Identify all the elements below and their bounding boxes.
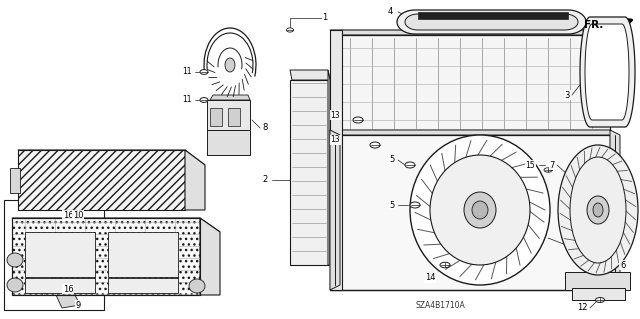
- Ellipse shape: [28, 246, 56, 284]
- Bar: [108, 232, 178, 277]
- Ellipse shape: [370, 142, 380, 148]
- Polygon shape: [12, 218, 200, 295]
- Bar: [4, 200, 104, 310]
- Ellipse shape: [595, 298, 605, 302]
- Ellipse shape: [35, 256, 49, 274]
- Bar: [290, 80, 328, 265]
- Ellipse shape: [430, 155, 530, 265]
- Polygon shape: [397, 10, 586, 34]
- Text: 11: 11: [182, 68, 192, 77]
- Ellipse shape: [558, 145, 638, 275]
- Text: 4: 4: [387, 8, 392, 17]
- Bar: [340, 35, 610, 130]
- Text: 9: 9: [76, 300, 81, 309]
- Ellipse shape: [189, 279, 205, 293]
- Bar: [228, 108, 240, 126]
- Ellipse shape: [544, 168, 552, 172]
- Text: 3: 3: [564, 91, 570, 100]
- Bar: [58, 285, 66, 295]
- Polygon shape: [200, 218, 220, 295]
- Polygon shape: [56, 240, 75, 295]
- Polygon shape: [585, 24, 629, 120]
- Text: 10: 10: [73, 211, 83, 219]
- Text: 1: 1: [323, 13, 328, 23]
- Ellipse shape: [200, 70, 208, 74]
- Bar: [210, 108, 222, 126]
- Ellipse shape: [464, 192, 496, 228]
- Text: 2: 2: [262, 175, 268, 184]
- Ellipse shape: [7, 278, 23, 292]
- Text: 12: 12: [577, 303, 588, 313]
- Polygon shape: [185, 150, 205, 210]
- Polygon shape: [18, 150, 205, 165]
- Bar: [330, 30, 342, 290]
- Polygon shape: [330, 130, 615, 135]
- Text: 15: 15: [525, 160, 535, 169]
- Text: 13: 13: [330, 136, 340, 145]
- Polygon shape: [18, 150, 185, 210]
- Ellipse shape: [20, 235, 64, 295]
- Ellipse shape: [200, 98, 208, 102]
- Ellipse shape: [570, 157, 626, 263]
- Ellipse shape: [410, 135, 550, 285]
- Text: FR.: FR.: [584, 20, 603, 30]
- Polygon shape: [330, 130, 340, 290]
- Text: 11: 11: [182, 95, 192, 105]
- Text: 5: 5: [390, 155, 395, 165]
- Polygon shape: [207, 130, 250, 155]
- Polygon shape: [610, 130, 620, 290]
- Polygon shape: [56, 240, 80, 255]
- Text: 5: 5: [390, 201, 395, 210]
- Polygon shape: [405, 14, 578, 30]
- Text: 13: 13: [330, 110, 340, 120]
- Text: 8: 8: [262, 123, 268, 132]
- Ellipse shape: [287, 28, 294, 32]
- Ellipse shape: [440, 262, 450, 268]
- Polygon shape: [290, 70, 330, 80]
- Bar: [58, 257, 66, 267]
- Text: 16: 16: [63, 285, 74, 293]
- Polygon shape: [565, 272, 630, 290]
- Polygon shape: [210, 95, 250, 100]
- Text: 6: 6: [620, 261, 625, 270]
- Polygon shape: [330, 30, 610, 35]
- Bar: [418, 12, 568, 19]
- Bar: [25, 232, 95, 277]
- Polygon shape: [12, 218, 220, 232]
- Polygon shape: [580, 17, 635, 127]
- Ellipse shape: [472, 201, 488, 219]
- Ellipse shape: [405, 162, 415, 168]
- Polygon shape: [328, 70, 330, 265]
- Ellipse shape: [587, 196, 609, 224]
- Polygon shape: [207, 100, 250, 130]
- Bar: [330, 135, 610, 290]
- Bar: [25, 278, 95, 293]
- Ellipse shape: [593, 203, 603, 217]
- Text: 16: 16: [63, 211, 74, 219]
- Text: 7: 7: [550, 160, 555, 169]
- Polygon shape: [572, 288, 625, 300]
- Ellipse shape: [7, 253, 23, 267]
- Ellipse shape: [225, 58, 235, 72]
- Text: SZA4B1710A: SZA4B1710A: [415, 300, 465, 309]
- Ellipse shape: [410, 202, 420, 208]
- Ellipse shape: [353, 117, 363, 123]
- Bar: [108, 278, 178, 293]
- Polygon shape: [56, 295, 80, 308]
- Text: 14: 14: [425, 273, 435, 283]
- Bar: [10, 168, 20, 193]
